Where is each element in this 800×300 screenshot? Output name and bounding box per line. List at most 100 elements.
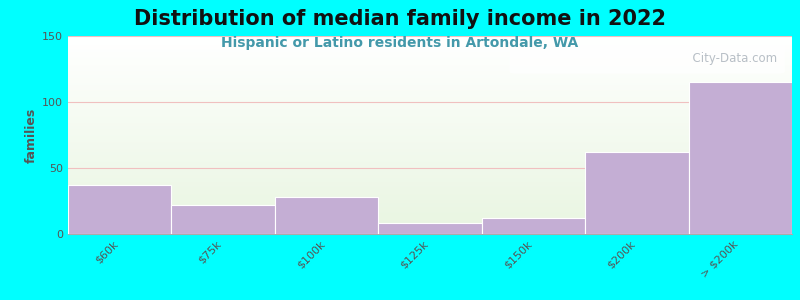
Bar [68, 62, 792, 63]
Bar [68, 111, 792, 112]
Bar [68, 220, 792, 221]
Bar [68, 63, 792, 64]
Bar [68, 202, 792, 203]
Bar [68, 102, 792, 103]
Bar [68, 85, 792, 86]
Bar [68, 226, 792, 227]
Bar [68, 123, 792, 124]
Bar [68, 108, 792, 109]
Bar [68, 143, 792, 144]
Bar [68, 55, 792, 56]
Bar [68, 191, 792, 192]
Bar [68, 149, 792, 150]
Bar [68, 148, 792, 149]
Bar [68, 92, 792, 93]
Bar [68, 163, 792, 164]
Text: Distribution of median family income in 2022: Distribution of median family income in … [134, 9, 666, 29]
Bar [68, 128, 792, 129]
Bar [68, 53, 792, 54]
Bar [68, 88, 792, 89]
Bar [68, 136, 792, 137]
Bar [68, 198, 792, 199]
Bar [68, 185, 171, 234]
Bar [68, 218, 792, 219]
Bar [68, 105, 792, 106]
Bar [68, 221, 792, 222]
Bar [68, 161, 792, 162]
Bar [68, 230, 792, 231]
Bar [68, 138, 792, 139]
Bar [68, 61, 792, 62]
Bar [68, 49, 792, 50]
Bar [68, 168, 792, 169]
Bar [68, 130, 792, 131]
Bar [68, 159, 792, 160]
Bar [68, 37, 792, 38]
Bar [68, 165, 792, 166]
Bar [482, 218, 585, 234]
Bar [68, 204, 792, 205]
Bar [68, 206, 792, 207]
Bar [68, 119, 792, 120]
Bar [68, 175, 792, 176]
Bar [68, 153, 792, 154]
Bar [68, 43, 792, 44]
Bar [68, 94, 792, 95]
Bar [68, 145, 792, 146]
Bar [68, 38, 792, 39]
Bar [68, 46, 792, 47]
Bar [68, 137, 792, 138]
Bar [275, 197, 378, 234]
Bar [68, 142, 792, 143]
Bar [68, 93, 792, 94]
Bar [68, 227, 792, 228]
Bar [68, 58, 792, 59]
Bar [68, 139, 792, 140]
Bar [68, 99, 792, 100]
Bar [68, 133, 792, 134]
Bar [68, 169, 792, 170]
Bar [68, 96, 792, 98]
Bar [585, 152, 689, 234]
Bar [68, 152, 792, 153]
Bar [68, 82, 792, 83]
Bar [68, 104, 792, 105]
Bar [68, 150, 792, 151]
Bar [68, 129, 792, 130]
Bar [68, 169, 792, 171]
Bar [68, 36, 792, 37]
Bar [68, 146, 792, 147]
Bar [68, 126, 792, 127]
Bar [68, 60, 792, 61]
Bar [68, 177, 792, 178]
Bar [68, 211, 792, 212]
Bar [68, 85, 792, 86]
Bar [68, 158, 792, 159]
Bar [68, 160, 792, 161]
Bar [68, 214, 792, 215]
Bar [68, 39, 792, 40]
Bar [68, 68, 792, 69]
Bar [68, 120, 792, 121]
Bar [68, 195, 792, 196]
Bar [68, 210, 792, 211]
Bar [68, 67, 792, 68]
Bar [68, 59, 792, 60]
Bar [68, 213, 792, 214]
Bar [68, 112, 792, 113]
Bar [68, 208, 792, 209]
Bar [68, 166, 792, 167]
Bar [68, 190, 792, 191]
Bar [68, 147, 792, 148]
Bar [68, 141, 792, 142]
Bar [68, 89, 792, 90]
Bar [68, 207, 792, 208]
Bar [68, 209, 792, 210]
Bar [68, 76, 792, 78]
Bar [68, 225, 792, 226]
Bar [68, 121, 792, 122]
Bar [68, 109, 792, 110]
Bar [68, 215, 792, 216]
Bar [68, 181, 792, 182]
Bar [68, 199, 792, 200]
